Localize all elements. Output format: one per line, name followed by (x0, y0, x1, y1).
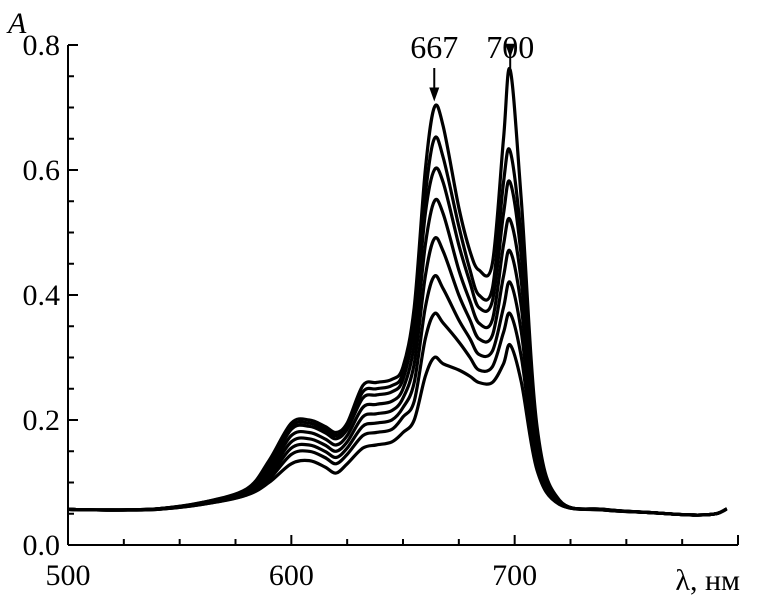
series-line-6 (67, 166, 728, 517)
series-lines (67, 66, 728, 517)
x-tick-label: 700 (492, 559, 537, 592)
y-tick-label: 0.0 (23, 529, 61, 562)
x-tick-label: 500 (46, 559, 91, 592)
x-axis-label: λ, нм (675, 564, 740, 597)
series-line-1 (67, 343, 728, 517)
y-tick-label: 0.4 (23, 279, 61, 312)
y-tick-label: 0.2 (23, 404, 61, 437)
annotation-arrow-head (429, 87, 440, 102)
axes: 500 600 700 0.0 0.2 0.4 0.6 0.8 λ, нм A (6, 7, 740, 597)
series-line-3 (67, 274, 728, 517)
x-tick-label: 600 (269, 559, 314, 592)
y-axis-label: A (6, 7, 27, 40)
series-line-7 (67, 135, 728, 517)
annotation-label-2: 700 (486, 29, 534, 65)
series-line-5 (67, 197, 728, 517)
y-tick-label: 0.8 (23, 29, 61, 62)
y-tick-label: 0.6 (23, 154, 61, 187)
annotations: 667 700 (410, 29, 534, 102)
annotation-label-1: 667 (410, 29, 458, 65)
series-line-8 (67, 66, 728, 517)
annotation-arrow-head (505, 43, 516, 58)
